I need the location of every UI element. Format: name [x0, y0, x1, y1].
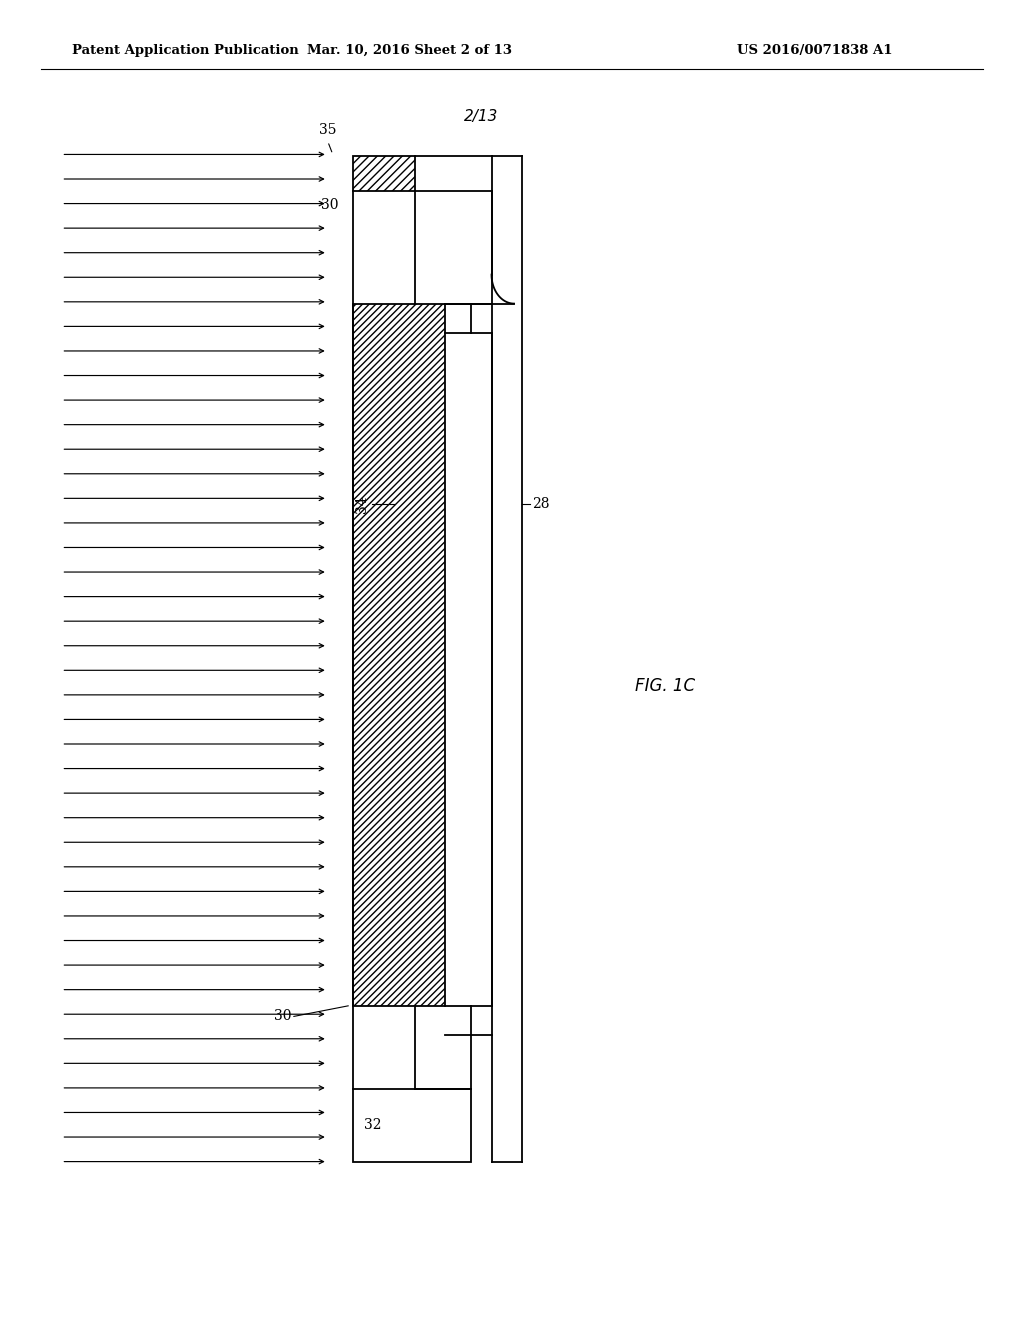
Text: 32: 32	[364, 1118, 381, 1131]
Bar	[353, 156, 415, 191]
Text: FIG. 1C: FIG. 1C	[635, 677, 695, 696]
Bar	[353, 304, 445, 1006]
Text: 28: 28	[532, 498, 550, 511]
Text: US 2016/0071838 A1: US 2016/0071838 A1	[737, 44, 893, 57]
Text: 30: 30	[274, 1010, 292, 1023]
Text: 35: 35	[319, 123, 337, 137]
Bar	[353, 1089, 471, 1162]
Text: 2/13: 2/13	[464, 108, 499, 124]
Text: Mar. 10, 2016 Sheet 2 of 13: Mar. 10, 2016 Sheet 2 of 13	[307, 44, 512, 57]
Text: Patent Application Publication: Patent Application Publication	[72, 44, 298, 57]
Text: 30: 30	[321, 198, 338, 211]
Text: 34: 34	[354, 495, 369, 513]
